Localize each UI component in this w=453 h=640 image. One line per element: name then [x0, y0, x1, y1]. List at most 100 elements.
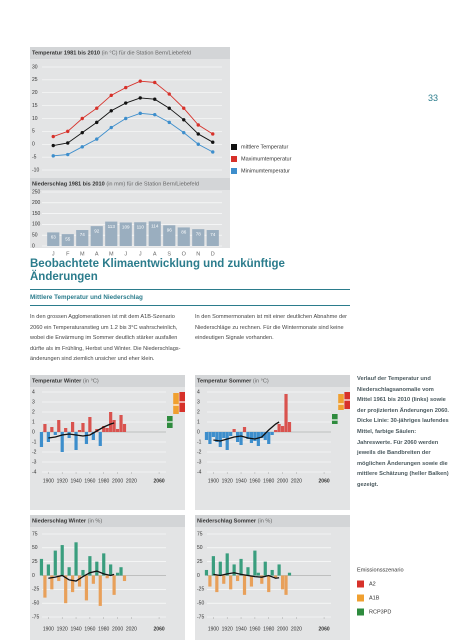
- y-tick-label: -3: [197, 459, 202, 465]
- bar: [112, 420, 116, 432]
- x-tick-label: 2060: [319, 478, 330, 484]
- legend-label: A2: [369, 581, 376, 587]
- bar-label: 74: [210, 232, 216, 237]
- bar: [91, 432, 95, 440]
- bar: [90, 226, 103, 246]
- point: [211, 150, 215, 154]
- bar: [105, 575, 109, 579]
- bar: [112, 575, 116, 595]
- y-tick-label: 4: [32, 389, 35, 395]
- bar: [119, 567, 123, 576]
- bar: [115, 572, 120, 576]
- point: [124, 116, 128, 121]
- x-tick-label: S: [167, 251, 171, 257]
- title-bar: [30, 515, 185, 527]
- subtitle: (in %): [88, 519, 103, 525]
- bar-label: 78: [196, 231, 202, 236]
- series-line: [53, 80, 213, 137]
- point: [138, 79, 142, 83]
- bar: [81, 569, 85, 576]
- x-tick-label: 1920: [222, 478, 233, 484]
- point: [66, 141, 70, 145]
- bar: [274, 430, 278, 432]
- bar: [60, 432, 64, 452]
- bar: [246, 432, 250, 439]
- legend-label: mittlere Temperatur: [241, 144, 288, 150]
- bar: [50, 427, 54, 432]
- bar: [284, 575, 288, 595]
- bar: [77, 430, 82, 432]
- bar: [287, 572, 292, 576]
- chart-title: Temperatur Sommer (in °C): [197, 379, 269, 385]
- bar: [204, 569, 209, 576]
- bar: [74, 432, 78, 450]
- y-tick-label: 200: [32, 200, 41, 206]
- x-tick-label: 1960: [249, 478, 260, 484]
- y-tick-label: 5: [32, 129, 35, 135]
- title: Niederschlag Sommer: [197, 519, 257, 525]
- x-tick-label: 1920: [57, 626, 68, 632]
- bar-label: 109: [122, 225, 130, 230]
- bar: [64, 428, 68, 432]
- bar: [57, 420, 61, 432]
- bar: [270, 432, 274, 435]
- legend-swatch: [357, 608, 364, 616]
- bar: [98, 432, 102, 446]
- bar: [84, 432, 89, 444]
- point: [66, 129, 70, 134]
- paragraph: In den grossen Agglomerationen ist mit d…: [30, 314, 181, 362]
- x-tick-label: 1940: [235, 626, 246, 632]
- bar: [222, 432, 226, 438]
- y-tick-label: -1: [32, 439, 37, 445]
- point: [124, 85, 128, 90]
- panel: [30, 47, 230, 178]
- bar: [61, 234, 74, 246]
- x-tick-label: 1960: [249, 626, 260, 632]
- y-tick-label: 2: [32, 409, 35, 415]
- y-tick-label: 20: [32, 90, 38, 96]
- point: [51, 154, 55, 158]
- title-bar: [30, 375, 185, 387]
- point: [167, 106, 171, 110]
- x-tick-label: 1900: [208, 626, 219, 632]
- x-tick-label: 2020: [291, 626, 302, 632]
- bar: [122, 424, 127, 432]
- scenario-mid: [332, 419, 338, 421]
- x-tick-label: 1980: [263, 626, 274, 632]
- bar-label: 113: [108, 224, 116, 229]
- bar: [109, 412, 113, 432]
- y-tick-label: 0: [32, 142, 35, 148]
- y-tick-label: 4: [197, 389, 200, 395]
- legend-swatch: [357, 594, 364, 602]
- bar: [253, 550, 257, 576]
- title-bar: [195, 375, 350, 387]
- point: [196, 132, 200, 136]
- point: [196, 123, 200, 127]
- bar: [232, 429, 236, 432]
- y-tick-label: 25: [32, 77, 38, 83]
- x-tick-label: M: [109, 251, 114, 257]
- y-tick-label: 30: [32, 64, 38, 70]
- y-tick-label: 1: [32, 419, 35, 425]
- x-tick-label: 1900: [43, 626, 54, 632]
- bar: [229, 575, 233, 590]
- bar: [256, 572, 260, 576]
- title: Niederschlag Winter: [32, 519, 87, 525]
- y-tick-label: 2: [197, 409, 200, 415]
- x-tick-label: 1900: [208, 478, 219, 484]
- subheading: Mittlere Temperatur und Niederschlag: [30, 289, 350, 306]
- bar: [208, 432, 212, 444]
- y-tick-label: -1: [197, 439, 202, 445]
- chart-title: Niederschlag Winter (in %): [32, 519, 102, 525]
- bar: [222, 575, 226, 584]
- bar: [53, 432, 57, 435]
- bar: [211, 556, 215, 576]
- point: [153, 80, 157, 85]
- heading: Beobachtete Klimaentwicklung und zukünft…: [30, 258, 285, 283]
- point: [211, 132, 215, 136]
- bar-label: 86: [181, 230, 187, 235]
- scenario-mid: [173, 404, 179, 406]
- point: [66, 152, 70, 157]
- bar: [280, 426, 285, 432]
